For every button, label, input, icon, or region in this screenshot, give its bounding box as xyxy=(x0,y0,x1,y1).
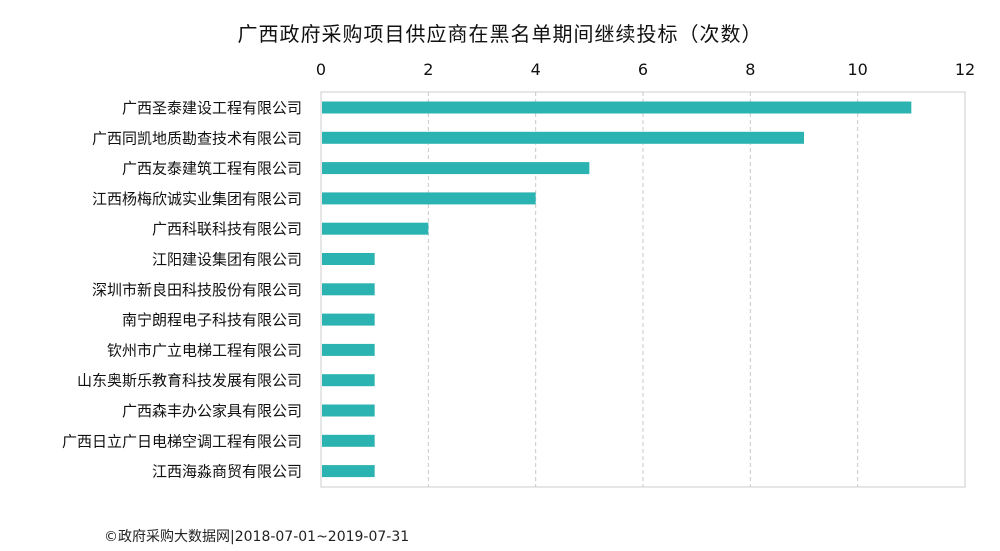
bar xyxy=(322,162,590,175)
bar xyxy=(322,374,375,387)
bar xyxy=(322,253,375,265)
bar xyxy=(322,313,375,326)
category-label: 钦州市广立电梯工程有限公司 xyxy=(107,341,302,359)
bar xyxy=(322,192,536,205)
category-label: 江西杨梅欣诚实业集团有限公司 xyxy=(92,190,302,208)
category-label: 广西友泰建筑工程有限公司 xyxy=(122,160,302,178)
chart-title: 广西政府采购项目供应商在黑名单期间继续投标（次数） xyxy=(237,22,763,46)
bar xyxy=(322,222,429,235)
grid-lines xyxy=(427,92,859,487)
x-tick-label: 12 xyxy=(955,60,975,79)
bar xyxy=(322,465,375,478)
bars xyxy=(322,101,912,478)
category-label: 广西同凯地质勘查技术有限公司 xyxy=(92,129,302,147)
category-label: 广西日立广日电梯空调工程有限公司 xyxy=(62,432,302,450)
category-labels: 广西圣泰建设工程有限公司广西同凯地质勘查技术有限公司广西友泰建筑工程有限公司江西… xyxy=(62,99,302,481)
category-label: 江西海淼商贸有限公司 xyxy=(152,463,302,481)
category-label: 江阳建设集团有限公司 xyxy=(152,251,302,269)
category-label: 广西科联科技有限公司 xyxy=(152,220,302,238)
category-label: 南宁朗程电子科技有限公司 xyxy=(122,311,302,329)
bar xyxy=(322,283,375,296)
x-tick-label: 10 xyxy=(847,60,867,79)
category-label: 山东奥斯乐教育科技发展有限公司 xyxy=(77,372,302,390)
plot-frame xyxy=(320,91,966,488)
x-tick-label: 0 xyxy=(316,60,326,79)
x-axis-ticks: 0 2 4 6 8 10 12 xyxy=(316,60,975,79)
footer-source: ©政府采购大数据网|2018-07-01~2019-07-31 xyxy=(104,529,410,545)
category-label: 广西圣泰建设工程有限公司 xyxy=(122,99,302,117)
x-tick-label: 4 xyxy=(531,60,541,79)
category-label: 深圳市新良田科技股份有限公司 xyxy=(92,281,302,299)
bar xyxy=(322,434,375,447)
x-tick-label: 6 xyxy=(638,60,648,79)
category-label: 广西森丰办公家具有限公司 xyxy=(122,402,302,420)
x-tick-label: 8 xyxy=(745,60,755,79)
bar xyxy=(322,404,375,417)
bar xyxy=(322,343,375,356)
x-tick-label: 2 xyxy=(423,60,433,79)
bar xyxy=(322,131,804,144)
bar xyxy=(322,101,912,114)
